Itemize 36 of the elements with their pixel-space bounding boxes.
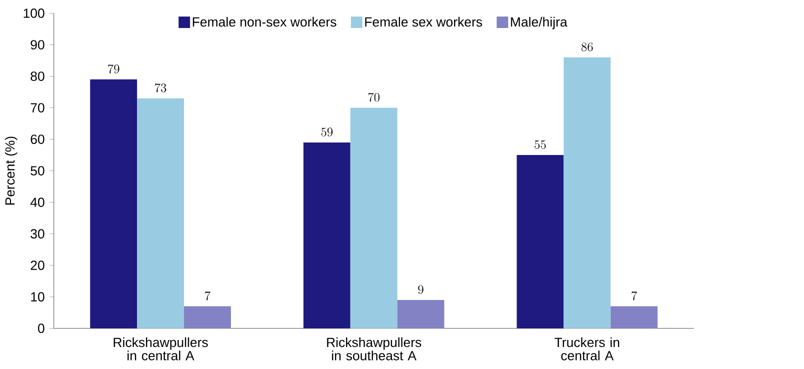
- y-tick-label: 90: [30, 40, 44, 50]
- data-label: 59: [321, 128, 333, 136]
- legend-label: Female non-sex workers: [192, 16, 336, 27]
- y-tick-label: 70: [30, 103, 44, 112]
- bar: [303, 142, 350, 328]
- y-tick-label: 40: [30, 198, 44, 208]
- y-tick-label: 60: [30, 134, 44, 144]
- y-tick-label: 100: [24, 8, 44, 18]
- y-tick-label: 30: [30, 229, 44, 239]
- data-label: 86: [581, 42, 593, 52]
- bar: [516, 155, 564, 328]
- x-tick-label: Rickshawpullers in southeast A: [327, 337, 422, 360]
- y-tick-label: 80: [30, 72, 44, 81]
- data-label: 9: [418, 285, 424, 294]
- data-label: 7: [632, 291, 637, 300]
- y-tick-label: 50: [30, 166, 44, 176]
- legend-label: Female sex workers: [365, 16, 482, 27]
- data-label: 73: [155, 83, 166, 92]
- y-tick-label: 0: [38, 324, 44, 334]
- bar: [397, 300, 444, 328]
- y-tick-label: 20: [30, 260, 44, 270]
- bar: [564, 57, 611, 328]
- bar: [137, 98, 184, 328]
- y-axis-title: Percent (%): [4, 136, 18, 205]
- y-tick-label: 10: [31, 292, 44, 302]
- x-tick-label: Truckers in central A: [554, 337, 620, 360]
- bar: [610, 306, 658, 328]
- bar: [184, 306, 231, 328]
- bar: [350, 108, 398, 328]
- x-tick-label: Rickshawpullers in central A: [114, 337, 208, 360]
- bar: [90, 79, 138, 328]
- data-label: 7: [205, 291, 210, 300]
- data-label: 79: [108, 64, 120, 74]
- data-label: 55: [534, 140, 546, 149]
- data-label: 70: [368, 92, 380, 102]
- legend-label: Male/hijra: [511, 16, 568, 30]
